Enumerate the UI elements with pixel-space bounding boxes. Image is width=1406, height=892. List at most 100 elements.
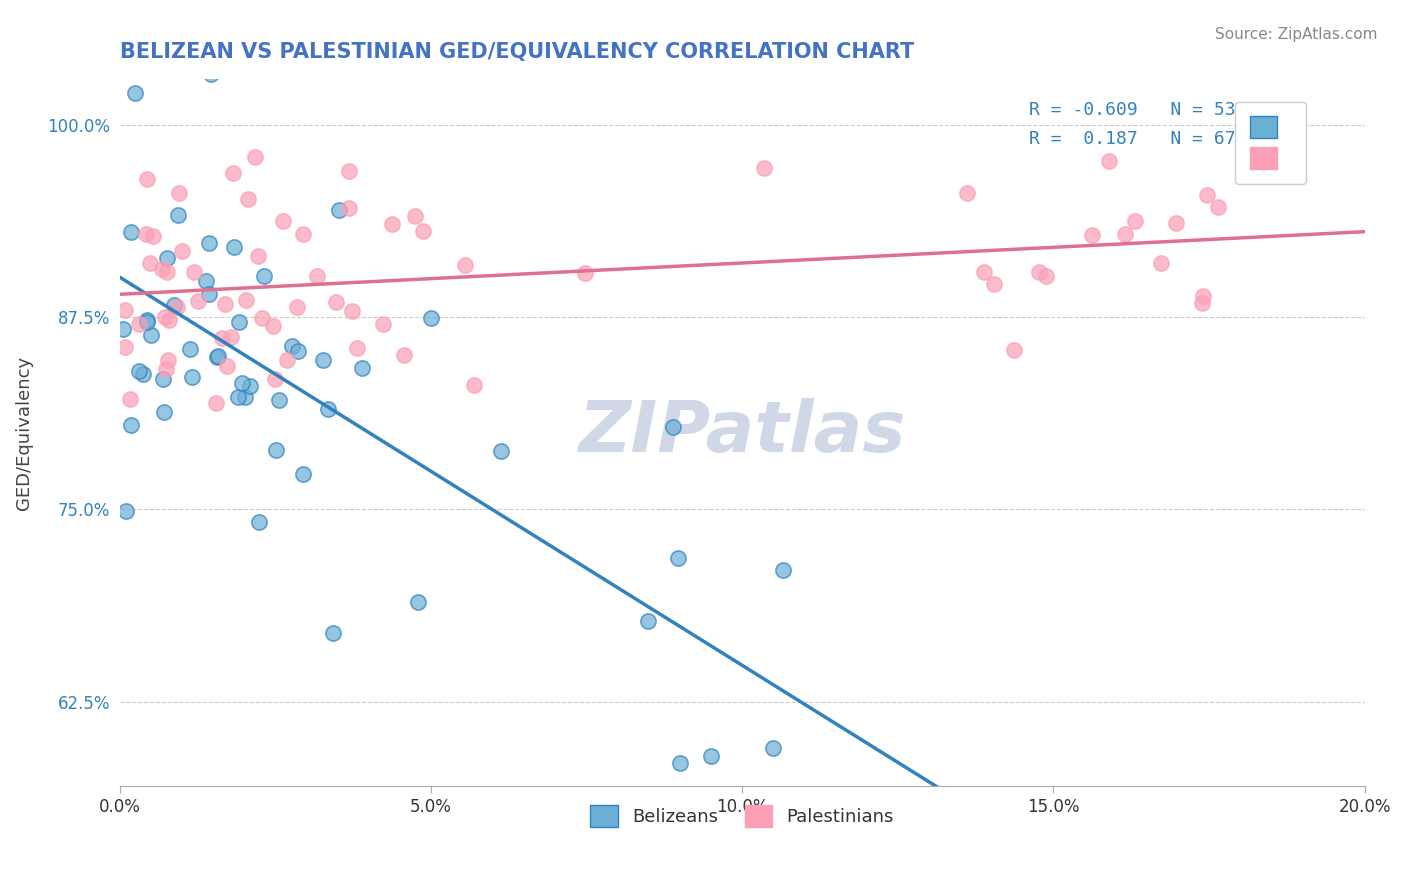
Point [1098,154,1121,169]
Point [183,265,205,279]
Point [276,352,298,367]
Point [574,266,596,280]
Point [287,344,309,359]
Point [239,379,262,393]
Point [219,330,242,344]
Point [956,186,979,200]
Text: ZIPatlas: ZIPatlas [578,398,905,467]
Point [762,741,785,756]
Point [120,392,142,406]
Point [1123,213,1146,227]
Point [267,393,290,408]
Point [120,225,142,239]
Point [194,274,217,288]
Point [700,748,723,763]
Point [264,443,287,458]
Point [128,364,150,378]
Point [153,405,176,419]
Point [1114,227,1136,242]
Point [114,302,136,317]
Point [169,186,191,200]
Text: R =  0.187   N = 67: R = 0.187 N = 67 [1029,129,1236,148]
Text: Source: ZipAtlas.com: Source: ZipAtlas.com [1215,27,1378,42]
Point [157,352,180,367]
Point [215,359,238,373]
Point [280,339,302,353]
Point [412,224,434,238]
Point [264,372,287,386]
Point [291,227,314,241]
Point [491,443,513,458]
Point [198,286,221,301]
Y-axis label: GED/Equivalency: GED/Equivalency [15,356,32,509]
Point [235,293,257,307]
Point [337,201,360,215]
Point [222,239,245,253]
Point [198,236,221,251]
Point [1197,187,1219,202]
Point [1150,255,1173,269]
Point [120,417,142,432]
Point [136,171,159,186]
Point [166,209,188,223]
Point [156,265,179,279]
Point [156,251,179,265]
Point [226,390,249,404]
Point [181,369,204,384]
Point [236,192,259,206]
Point [179,343,201,357]
Point [312,353,335,368]
Point [231,376,253,391]
Point [136,315,159,329]
Point [1191,295,1213,310]
Point [155,310,177,324]
Text: BELIZEAN VS PALESTINIAN GED/EQUIVALENCY CORRELATION CHART: BELIZEAN VS PALESTINIAN GED/EQUIVALENCY … [120,42,914,62]
Point [463,378,485,392]
Point [973,264,995,278]
Point [748,798,770,813]
Point [1191,289,1213,303]
Point [128,317,150,331]
Point [141,327,163,342]
Point [246,249,269,263]
Point [111,36,134,50]
Text: R = -0.609   N = 53: R = -0.609 N = 53 [1029,102,1236,120]
Point [1081,228,1104,243]
Point [187,293,209,308]
Point [207,349,229,363]
Point [328,202,350,217]
Point [454,258,477,272]
Point [114,340,136,354]
Point [322,625,344,640]
Point [273,214,295,228]
Point [222,166,245,180]
Point [394,348,416,362]
Point [162,298,184,312]
Point [1035,268,1057,283]
Point [350,361,373,376]
Legend: Belizeans, Palestinians: Belizeans, Palestinians [583,797,901,834]
Point [752,161,775,175]
Point [404,209,426,223]
Point [285,300,308,314]
Point [135,227,157,241]
Point [211,331,233,345]
Point [637,614,659,628]
Point [668,550,690,565]
Point [316,402,339,417]
Point [114,504,136,518]
Point [170,244,193,258]
Point [142,229,165,244]
Point [1166,216,1188,230]
Point [166,300,188,314]
Point [406,595,429,609]
Point [325,295,347,310]
Point [150,261,173,276]
Point [419,310,441,325]
Point [205,350,228,364]
Point [111,322,134,336]
Point [669,756,692,771]
Point [292,467,315,482]
Point [247,515,270,529]
Point [305,268,328,283]
